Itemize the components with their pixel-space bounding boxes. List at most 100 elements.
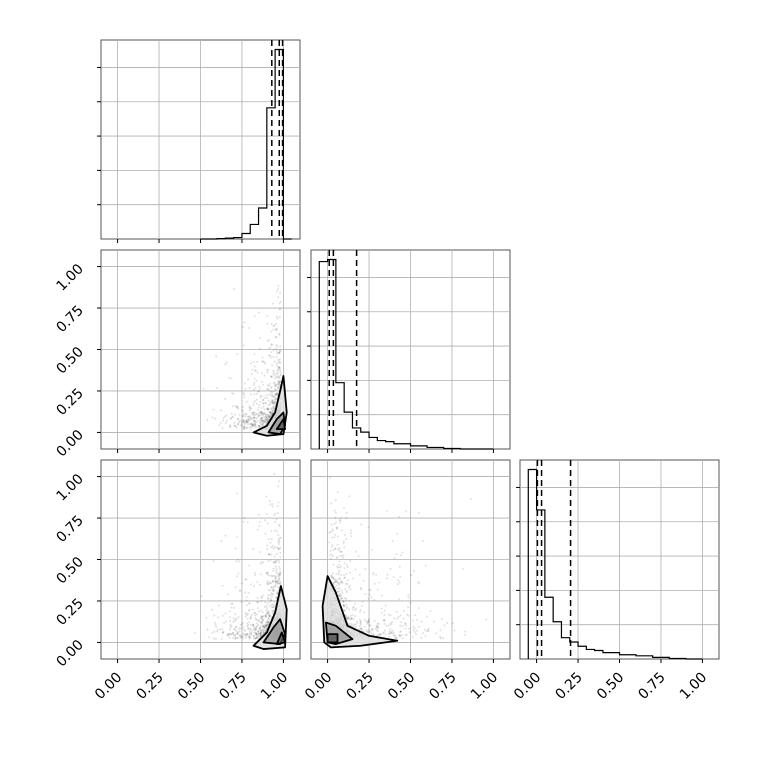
scatter-point: [338, 560, 341, 563]
scatter-point: [349, 588, 352, 591]
scatter-point: [249, 616, 252, 619]
scatter-point: [264, 624, 267, 627]
scatter-point: [270, 323, 273, 326]
scatter-point: [238, 634, 241, 637]
scatter-point: [271, 603, 274, 606]
scatter-point: [276, 393, 279, 396]
scatter-point: [249, 623, 252, 626]
scatter-point: [277, 380, 280, 383]
scatter-point: [368, 624, 371, 627]
scatter-point: [369, 589, 372, 592]
scatter-point: [239, 623, 242, 626]
histogram-step: [318, 258, 494, 450]
scatter-point: [261, 412, 264, 415]
scatter-point: [233, 425, 236, 428]
scatter-point: [279, 582, 282, 585]
scatter-point: [242, 520, 245, 523]
scatter-point: [365, 630, 368, 633]
scatter-point: [251, 547, 254, 550]
scatter-point: [399, 635, 402, 638]
scatter-point: [349, 617, 352, 620]
scatter-point: [237, 418, 240, 421]
scatter-point: [229, 425, 232, 428]
scatter-point: [275, 290, 278, 293]
scatter-point: [232, 288, 235, 291]
scatter-point: [264, 421, 267, 424]
scatter-point: [232, 617, 235, 620]
scatter-point: [243, 425, 246, 428]
scatter-point: [249, 417, 252, 420]
scatter-point: [356, 620, 359, 623]
scatter-point: [211, 608, 214, 611]
scatter-point: [413, 630, 416, 633]
scatter-point: [335, 521, 338, 524]
scatter-point: [277, 582, 280, 585]
scatter-point: [340, 573, 343, 576]
scatter-point: [278, 540, 281, 543]
scatter-point: [250, 613, 253, 616]
scatter-point: [383, 619, 386, 622]
scatter-point: [234, 637, 237, 640]
scatter-point: [360, 605, 363, 608]
scatter-point: [258, 403, 261, 406]
scatter-point: [273, 472, 276, 475]
scatter-point: [259, 609, 262, 612]
scatter-point: [216, 630, 219, 633]
scatter-point: [372, 573, 375, 576]
scatter-point: [352, 606, 355, 609]
scatter-point: [249, 636, 252, 639]
scatter-point: [348, 617, 351, 620]
scatter-point: [277, 485, 280, 488]
scatter-point: [359, 620, 362, 623]
scatter-point: [269, 589, 272, 592]
scatter-point: [278, 576, 281, 579]
scatter-point: [330, 546, 333, 549]
scatter-point: [371, 548, 374, 551]
scatter-point: [358, 573, 361, 576]
scatter-point: [240, 424, 243, 427]
scatter-point: [267, 407, 270, 410]
scatter-point: [407, 606, 410, 609]
scatter-point: [266, 383, 269, 386]
scatter-point: [277, 367, 280, 370]
scatter-point: [378, 581, 381, 584]
scatter-point: [279, 374, 282, 377]
scatter-point: [274, 398, 277, 401]
scatter-point: [252, 626, 255, 629]
scatter-point: [276, 393, 279, 396]
scatter-point: [274, 603, 277, 606]
scatter-point: [242, 344, 245, 347]
scatter-point: [377, 627, 380, 630]
scatter-point: [376, 626, 379, 629]
scatter-point: [275, 336, 278, 339]
scatter-point: [277, 382, 280, 385]
scatter-point: [245, 420, 248, 423]
scatter-point: [266, 623, 269, 626]
scatter-point: [233, 607, 236, 610]
scatter-point: [334, 580, 337, 583]
scatter-point: [391, 540, 394, 543]
scatter-point: [245, 413, 248, 416]
scatter-point: [245, 419, 248, 422]
scatter-point: [254, 574, 257, 577]
scatter-point: [259, 422, 262, 425]
scatter-point: [274, 383, 277, 386]
scatter-point: [253, 612, 256, 615]
scatter-point: [271, 609, 274, 612]
scatter-point: [408, 627, 411, 630]
scatter-point: [248, 609, 251, 612]
scatter-point: [272, 401, 275, 404]
scatter-point: [253, 416, 256, 419]
scatter-point: [258, 425, 261, 428]
scatter-point: [398, 515, 401, 518]
scatter-point: [399, 614, 402, 617]
scatter-point: [265, 416, 268, 419]
scatter-point: [266, 582, 269, 585]
scatter-point: [266, 544, 269, 547]
scatter-point: [262, 594, 265, 597]
scatter-point: [348, 495, 351, 498]
scatter-point: [387, 632, 390, 635]
scatter-point: [246, 420, 249, 423]
scatter-point: [278, 568, 281, 571]
scatter-point: [264, 601, 267, 604]
